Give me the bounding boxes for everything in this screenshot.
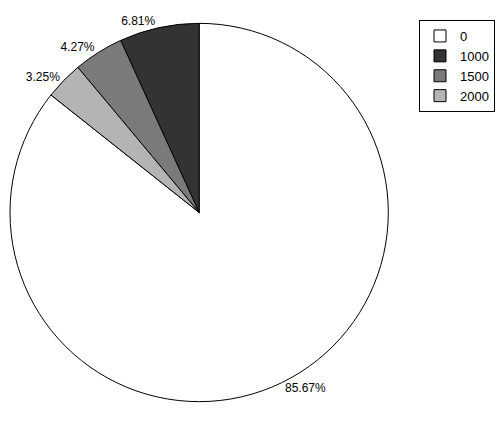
svg-text:1500: 1500 bbox=[460, 69, 489, 84]
svg-text:2000: 2000 bbox=[460, 89, 489, 104]
svg-text:4.27%: 4.27% bbox=[60, 40, 94, 54]
svg-text:1000: 1000 bbox=[460, 49, 489, 64]
svg-text:6.81%: 6.81% bbox=[121, 14, 155, 28]
svg-text:3.25%: 3.25% bbox=[26, 70, 60, 84]
svg-text:85.67%: 85.67% bbox=[285, 381, 326, 395]
svg-text:0: 0 bbox=[460, 29, 467, 44]
